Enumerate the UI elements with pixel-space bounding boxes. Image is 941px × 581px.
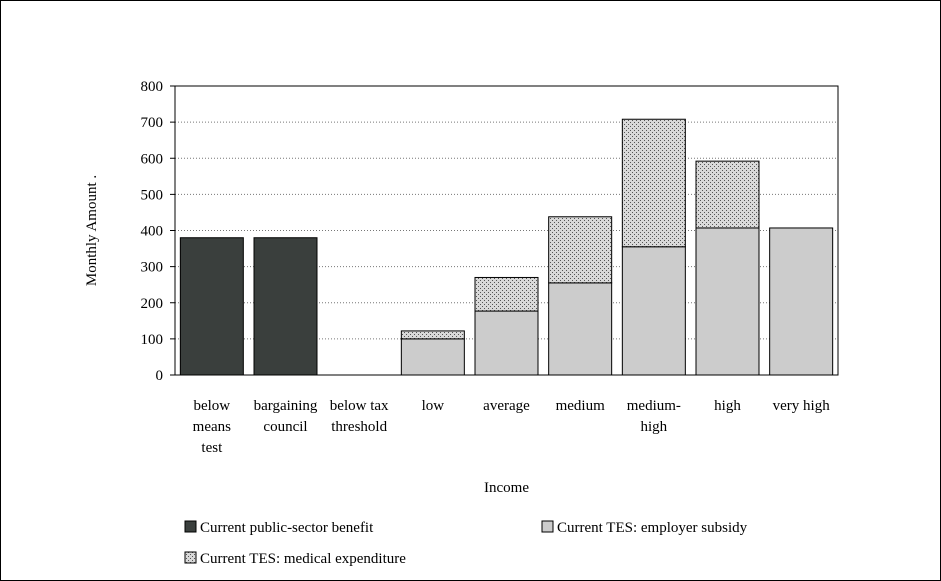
y-tick-label: 100 [141, 332, 164, 348]
legend-swatch [541, 520, 554, 533]
bar-segment [769, 227, 834, 376]
legend: Current public-sector benefit Current TES… [184, 520, 748, 567]
bar-segment [548, 282, 613, 376]
bars [179, 118, 834, 376]
x-category-label: average [483, 398, 530, 414]
y-axis: 0 100 200 300 400 500 600 700 800 [141, 79, 175, 384]
y-tick-label: 600 [141, 151, 164, 167]
y-tick-label: 700 [141, 115, 164, 131]
x-category-label: medium-high [627, 398, 681, 435]
legend-swatch [184, 520, 197, 533]
bar-segment [253, 237, 318, 376]
x-category-label: very high [773, 398, 831, 414]
y-tick-label: 400 [141, 224, 164, 240]
x-category-label: high [714, 398, 741, 414]
bar-segment [179, 237, 244, 376]
bar-segment [474, 276, 539, 312]
y-tick-label: 500 [141, 187, 164, 203]
bar-segment [621, 118, 686, 248]
legend-swatch [184, 551, 197, 564]
bar-segment [695, 227, 760, 376]
legend-label: Current public-sector benefit [200, 520, 374, 536]
bar-segment [400, 338, 465, 376]
y-tick-label: 200 [141, 296, 164, 312]
bar-segment [621, 246, 686, 376]
x-category-label: bargaining council [254, 398, 318, 435]
x-category-label: low [422, 398, 445, 414]
y-tick-label: 300 [141, 260, 164, 276]
legend-label: Current TES: employer subsidy [557, 520, 748, 536]
x-category-label: below tax threshold [330, 398, 389, 435]
y-tick-label: 800 [141, 79, 164, 95]
legend-label: Current TES: medical expenditure [200, 551, 406, 567]
x-axis: below means test bargaining council below tax… [193, 398, 831, 456]
bar-segment [548, 216, 613, 284]
y-tick-label: 0 [156, 368, 164, 384]
bar-segment [400, 330, 465, 340]
x-axis-title: Income [484, 480, 529, 496]
x-category-label: medium [556, 398, 605, 414]
y-axis-title: Monthly Amount . [84, 175, 100, 286]
bar-segment [474, 310, 539, 376]
x-category-label: below means test [193, 398, 231, 456]
bar-segment [695, 160, 760, 229]
